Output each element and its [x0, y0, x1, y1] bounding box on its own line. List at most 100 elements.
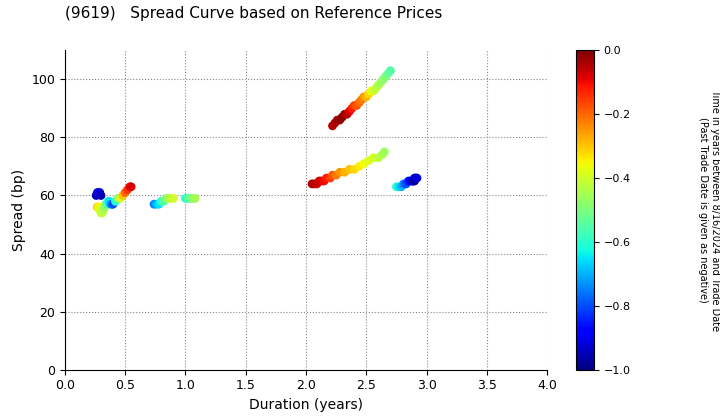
Point [334, 169, 346, 176]
Point [188, 195, 199, 202]
Point [187, 195, 199, 202]
Point [402, 178, 414, 184]
Point [343, 108, 355, 115]
Point [346, 105, 358, 112]
Point [406, 178, 418, 184]
Point [348, 102, 360, 109]
Point [105, 201, 117, 207]
Point [161, 195, 172, 202]
Point [368, 155, 379, 161]
Point [332, 117, 343, 123]
Point [104, 198, 115, 205]
Point [94, 207, 106, 213]
Point [398, 181, 410, 187]
Point [384, 67, 396, 74]
Point [158, 198, 169, 205]
Point [114, 195, 126, 202]
Point [318, 178, 330, 184]
Point [124, 184, 135, 190]
Point [122, 186, 133, 193]
Point [120, 189, 131, 196]
Point [379, 149, 390, 155]
Text: Time in years between 8/16/2024 and Trade Date
(Past Trade Date is given as nega: Time in years between 8/16/2024 and Trad… [698, 89, 720, 331]
Point [336, 114, 348, 121]
Point [96, 210, 108, 216]
X-axis label: Duration (years): Duration (years) [249, 398, 363, 412]
Point [363, 158, 374, 164]
Point [182, 195, 194, 202]
Point [380, 73, 392, 80]
Point [343, 166, 355, 173]
Point [358, 160, 369, 167]
Point [339, 169, 351, 176]
Point [156, 198, 167, 205]
Point [316, 178, 328, 184]
Point [330, 172, 342, 178]
Point [354, 163, 365, 170]
Point [125, 184, 137, 190]
Point [306, 181, 318, 187]
Point [189, 195, 201, 202]
Point [102, 198, 114, 205]
Point [148, 201, 160, 207]
Point [400, 181, 412, 187]
Point [339, 111, 351, 118]
Point [320, 175, 332, 181]
Point [106, 201, 117, 207]
Point [361, 94, 372, 100]
Point [93, 189, 104, 196]
Point [107, 201, 119, 207]
Point [91, 192, 102, 199]
Y-axis label: Spread (bp): Spread (bp) [12, 169, 26, 251]
Point [91, 189, 103, 196]
Point [409, 175, 420, 181]
Point [93, 204, 104, 210]
Point [411, 175, 423, 181]
Point [184, 195, 196, 202]
Point [94, 189, 106, 196]
Point [368, 88, 379, 94]
Point [395, 184, 407, 190]
Point [393, 184, 405, 190]
Point [150, 201, 162, 207]
Point [334, 117, 346, 123]
Point [329, 120, 341, 126]
Point [163, 195, 174, 202]
Point [365, 88, 377, 94]
Point [375, 79, 387, 86]
Point [408, 178, 419, 184]
Point [327, 123, 338, 129]
Point [325, 175, 336, 181]
Point [168, 195, 179, 202]
Point [100, 201, 112, 207]
Point [354, 99, 365, 106]
Point [351, 102, 362, 109]
Point [373, 82, 384, 89]
Text: (9619)   Spread Curve based on Reference Prices: (9619) Spread Curve based on Reference P… [65, 6, 442, 21]
Point [341, 111, 353, 118]
Point [409, 178, 420, 184]
Point [377, 152, 388, 158]
Point [410, 175, 421, 181]
Point [95, 192, 107, 199]
Point [405, 178, 417, 184]
Point [313, 178, 325, 184]
Point [117, 192, 128, 199]
Point [91, 204, 103, 210]
Point [348, 166, 360, 173]
Point [363, 91, 374, 97]
Point [358, 94, 369, 100]
Point [370, 85, 382, 92]
Point [95, 210, 107, 216]
Point [109, 198, 121, 205]
Point [377, 76, 389, 83]
Point [373, 155, 384, 161]
Point [112, 195, 124, 202]
Point [180, 195, 192, 202]
Point [99, 204, 110, 210]
Point [98, 207, 109, 213]
Point [153, 201, 165, 207]
Point [327, 172, 338, 178]
Point [102, 201, 113, 207]
Point [165, 195, 176, 202]
